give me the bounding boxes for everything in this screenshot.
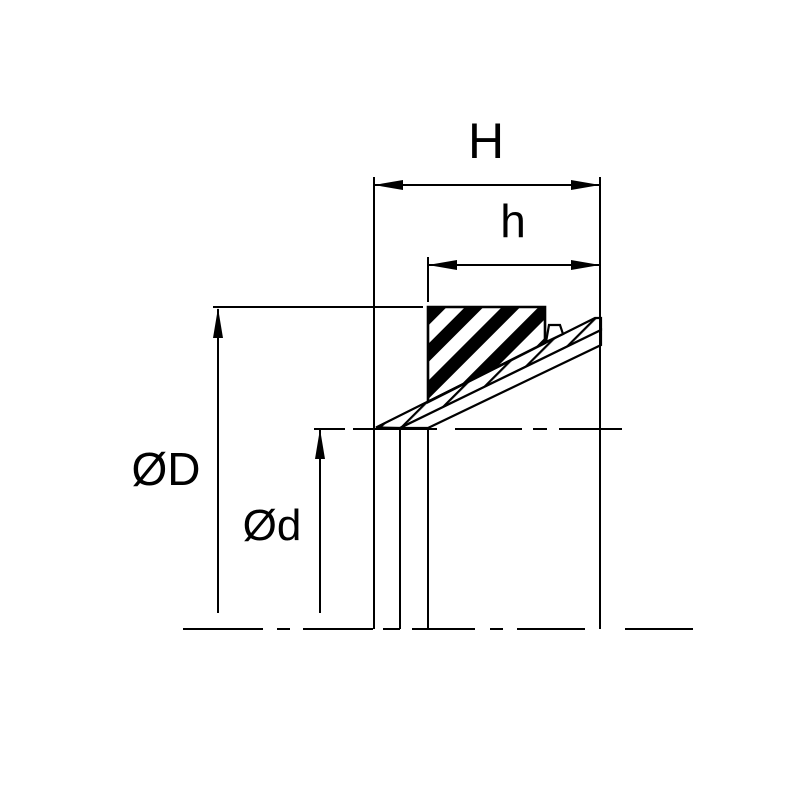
dimension-outer-diameter: ØD: [132, 308, 223, 613]
arrowhead-up-icon: [213, 308, 223, 338]
extension-lines: [213, 177, 601, 629]
dimension-OD-label: ØD: [132, 443, 201, 495]
arrowhead-up-icon: [315, 429, 325, 459]
dimension-H: H: [374, 113, 600, 190]
dimension-H-label: H: [468, 113, 504, 169]
seal-profile: [375, 305, 603, 430]
dimension-h: h: [428, 195, 600, 270]
arrowhead-right-icon: [571, 180, 600, 190]
arrowhead-right-icon: [571, 260, 600, 270]
dimension-inner-diameter: Ød: [243, 429, 325, 613]
dimension-h-label: h: [500, 195, 526, 247]
arrowhead-left-icon: [428, 260, 457, 270]
arrowhead-left-icon: [374, 180, 403, 190]
dimension-Od-label: Ød: [243, 501, 302, 550]
